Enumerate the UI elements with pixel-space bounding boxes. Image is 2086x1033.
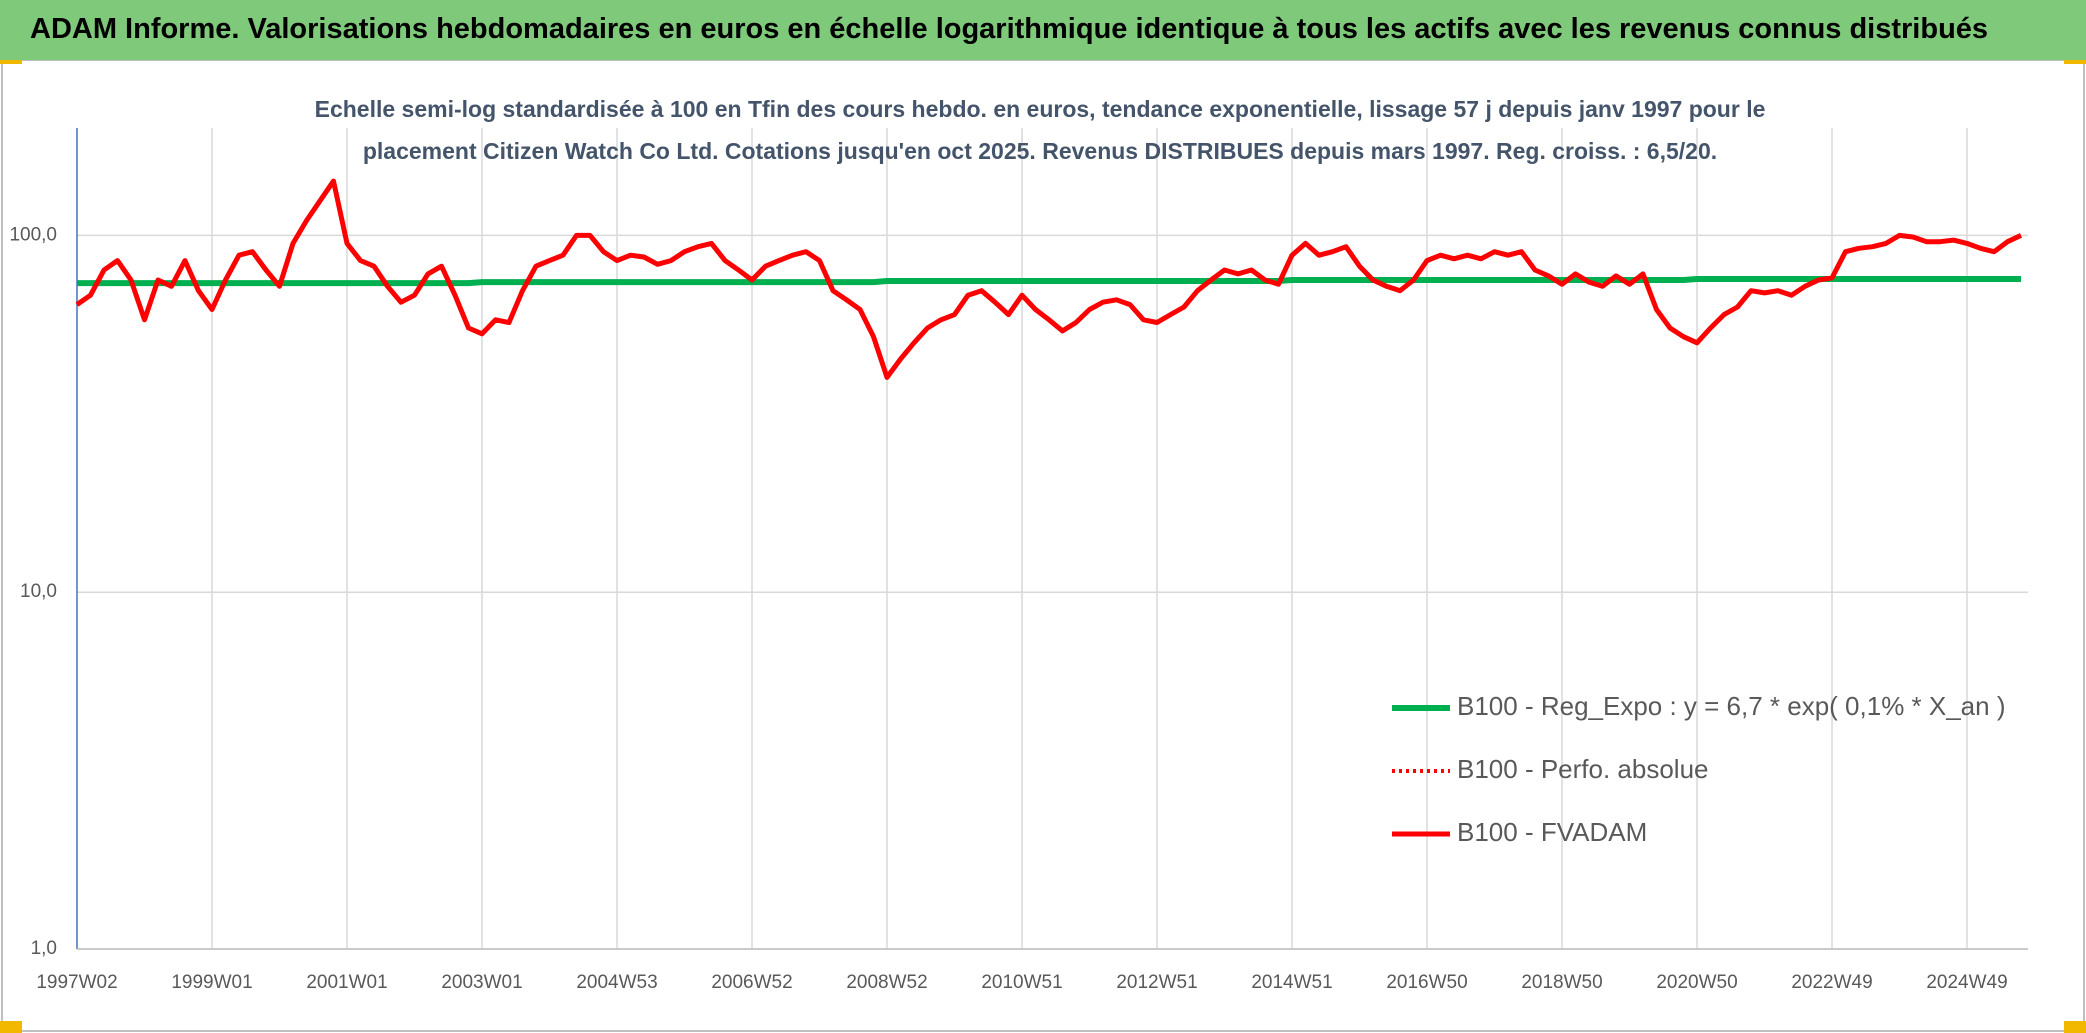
legend-label: B100 - Reg_Expo : y = 6,7 * exp( 0,1% * … (1457, 691, 2006, 721)
x-tick-label: 2001W01 (306, 972, 387, 993)
x-tick-label: 2004W53 (576, 972, 657, 993)
x-tick-label: 2016W50 (1386, 972, 1467, 993)
legend-label: B100 - FVADAM (1457, 817, 1647, 847)
x-tick-label: 1999W01 (171, 972, 252, 993)
y-tick-label: 10,0 (20, 581, 57, 602)
x-tick-label: 2024W49 (1926, 972, 2007, 993)
x-tick-label: 2014W51 (1251, 972, 1332, 993)
x-tick-label: 2012W51 (1116, 972, 1197, 993)
series-line (77, 276, 2021, 287)
x-tick-label: 2010W51 (981, 972, 1062, 993)
series-line (75, 178, 2023, 380)
frame (1, 59, 2085, 1032)
x-tick-label: 2018W50 (1521, 972, 1602, 993)
chart-title: ADAM Informe. Valorisations hebdomadaire… (0, 0, 2086, 60)
x-tick-label: 2006W52 (711, 972, 792, 993)
x-tick-label: 2020W50 (1656, 972, 1737, 993)
x-tick-label: 2008W52 (846, 972, 927, 993)
legend-label: B100 - Perfo. absolue (1457, 754, 1709, 784)
legend: B100 - Reg_Expo : y = 6,7 * exp( 0,1% * … (1392, 691, 2006, 847)
y-tick-label: 1,0 (31, 938, 57, 959)
x-tick-label: 2003W01 (441, 972, 522, 993)
corner (2064, 1021, 2086, 1033)
corner (0, 1021, 22, 1033)
x-tick-label: 2022W49 (1791, 972, 1872, 993)
grid (76, 128, 2028, 950)
plot (75, 178, 2023, 380)
axis-labels: 1,0 10,0 100,0 1997W02 1999W01 2001W01 2003W01… (9, 224, 2007, 993)
y-tick-label: 100,0 (9, 224, 57, 245)
chart-subtitle: Echelle semi-log standardisée à 100 en T… (314, 96, 1766, 164)
x-tick-label: 1997W02 (36, 972, 117, 993)
